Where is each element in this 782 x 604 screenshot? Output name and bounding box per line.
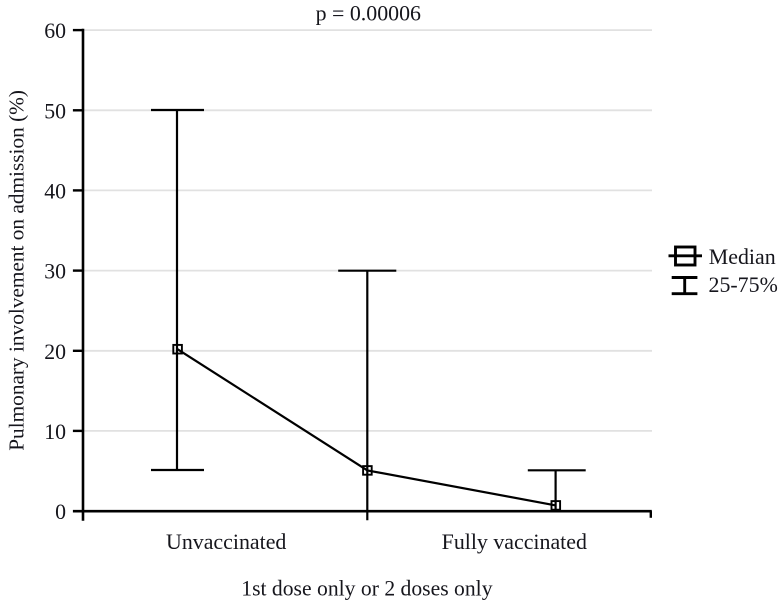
svg-text:1st dose only or 2 doses only: 1st dose only or 2 doses only bbox=[241, 576, 492, 600]
svg-text:10: 10 bbox=[44, 420, 66, 444]
svg-text:Fully vaccinated: Fully vaccinated bbox=[442, 529, 587, 554]
svg-text:30: 30 bbox=[44, 260, 66, 284]
svg-text:p = 0.00006: p = 0.00006 bbox=[316, 1, 421, 26]
svg-text:Pulmonary involvement on admis: Pulmonary involvement on admission (%) bbox=[5, 90, 29, 451]
svg-text:60: 60 bbox=[44, 19, 66, 43]
svg-text:20: 20 bbox=[44, 340, 66, 364]
svg-text:40: 40 bbox=[44, 179, 66, 203]
svg-text:Median: Median bbox=[709, 244, 776, 269]
svg-text:Unvaccinated: Unvaccinated bbox=[166, 529, 286, 554]
svg-text:25-75%: 25-75% bbox=[709, 272, 778, 297]
svg-text:0: 0 bbox=[55, 500, 66, 524]
svg-text:50: 50 bbox=[44, 99, 66, 123]
